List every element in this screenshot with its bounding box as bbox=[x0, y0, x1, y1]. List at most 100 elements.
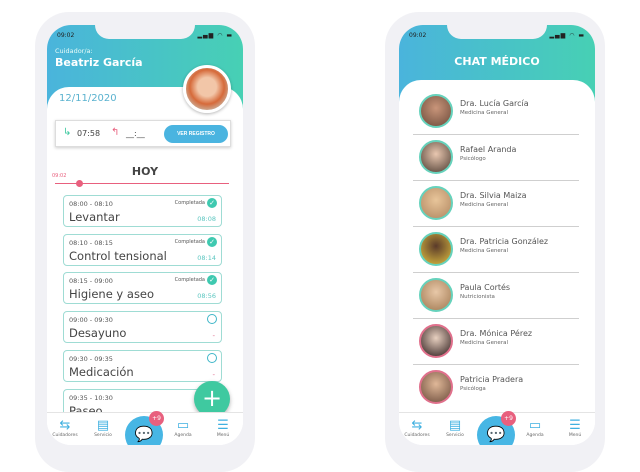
contact-role: Medicina General bbox=[460, 110, 508, 116]
nav-servicio[interactable]: ▤ Servicio bbox=[85, 418, 121, 439]
contact-item[interactable]: Dra. Patricia González Medicina General bbox=[413, 227, 579, 273]
clock-out-time: __:__ bbox=[126, 129, 145, 138]
swap-icon: ⇆ bbox=[411, 418, 423, 433]
menu-icon: ☰ bbox=[569, 418, 581, 433]
contact-name: Dra. Silvia Maiza bbox=[460, 191, 527, 200]
chat-screen: 09:02 ▂▄▆ ◠ ▬ CHAT MÉDICO Dra. Lucía Gar… bbox=[399, 25, 595, 445]
contact-role: Medicina General bbox=[460, 248, 508, 254]
contact-item[interactable]: Paula Cortés Nutricionista bbox=[413, 273, 579, 319]
page-title: CHAT MÉDICO bbox=[454, 55, 540, 68]
task-done-time: - bbox=[212, 371, 215, 379]
chat-badge: +9 bbox=[501, 411, 516, 426]
nav-label: Agenda bbox=[526, 433, 544, 438]
task-card[interactable]: 08:10 - 08:15 Control tensional Completada… bbox=[63, 234, 222, 266]
task-card[interactable]: 09:00 - 09:30 Desayuno - bbox=[63, 311, 222, 343]
chat-icon: 💬 bbox=[134, 425, 154, 443]
task-done-time: - bbox=[212, 332, 215, 340]
clock-out-icon: ↰ bbox=[111, 127, 120, 138]
contact-role: Psicólogo bbox=[460, 156, 486, 162]
swap-icon: ⇆ bbox=[59, 418, 71, 433]
calendar-icon: ▭ bbox=[176, 418, 190, 433]
check-icon[interactable]: ✓ bbox=[207, 275, 217, 285]
avatar bbox=[419, 186, 453, 220]
chat-badge: +9 bbox=[149, 411, 164, 426]
task-status: Completada bbox=[174, 200, 205, 206]
contact-name: Dra. Lucía García bbox=[460, 99, 529, 108]
task-card[interactable]: 08:00 - 08:10 Levantar Completada ✓ 08:08 bbox=[63, 195, 222, 227]
nav-label: Menú bbox=[216, 433, 230, 438]
now-time: 09:02 bbox=[52, 173, 67, 179]
ver-registro-button[interactable]: VER REGISTRO bbox=[164, 125, 228, 143]
task-card[interactable]: 09:30 - 09:35 Medicación - bbox=[63, 350, 222, 382]
timeline-marker[interactable] bbox=[76, 180, 83, 187]
task-status: Completada bbox=[174, 239, 205, 245]
caregiver-screen: 09:02 ▂▄▆ ◠ ▬ Cuidador/a: Beatriz García… bbox=[47, 25, 243, 445]
task-time: 09:00 - 09:30 bbox=[69, 316, 113, 324]
avatar[interactable] bbox=[183, 65, 231, 113]
nav-label: Menú bbox=[568, 433, 582, 438]
task-done-time: 08:14 bbox=[197, 254, 216, 262]
checkbox-icon[interactable] bbox=[207, 314, 217, 324]
task-time: 08:10 - 08:15 bbox=[69, 239, 113, 247]
nav-agenda[interactable]: ▭ Agenda bbox=[517, 419, 553, 439]
task-time: 08:00 - 08:10 bbox=[69, 200, 113, 208]
contact-item[interactable]: Dra. Silvia Maiza Medicina General bbox=[413, 181, 579, 227]
avatar bbox=[419, 370, 453, 404]
avatar bbox=[419, 324, 453, 358]
nav-cuidadores[interactable]: ⇆ Cuidadores bbox=[399, 418, 435, 439]
menu-icon: ☰ bbox=[217, 418, 229, 433]
nav-label: Servicio bbox=[446, 433, 464, 438]
nav-menu[interactable]: ☰ Menú bbox=[557, 418, 593, 439]
task-time: 09:30 - 09:35 bbox=[69, 355, 113, 363]
phone-caregiver: 09:02 ▂▄▆ ◠ ▬ Cuidador/a: Beatriz García… bbox=[35, 12, 255, 472]
check-icon[interactable]: ✓ bbox=[207, 237, 217, 247]
nav-menu[interactable]: ☰ Menú bbox=[205, 418, 241, 439]
status-time: 09:02 bbox=[409, 32, 427, 39]
check-icon[interactable]: ✓ bbox=[207, 198, 217, 208]
today-heading: HOY bbox=[131, 165, 159, 178]
task-status: Completada bbox=[174, 277, 205, 283]
contact-role: Medicina General bbox=[460, 202, 508, 208]
status-time: 09:02 bbox=[57, 32, 75, 39]
contact-name: Paula Cortés bbox=[460, 283, 511, 292]
date: 12/11/2020 bbox=[59, 93, 117, 104]
caregiver-label: Cuidador/a: bbox=[55, 47, 93, 55]
bottom-nav: ⇆ Cuidadores ▤ Servicio 💬 +9 ▭ Agenda ☰ Menú bbox=[399, 411, 595, 445]
notch bbox=[447, 25, 547, 39]
document-icon: ▤ bbox=[96, 418, 110, 433]
nav-label: Cuidadores bbox=[52, 433, 78, 438]
avatar bbox=[419, 140, 453, 174]
contact-item[interactable]: Dra. Mónica Pérez Medicina General bbox=[413, 319, 579, 365]
notch bbox=[95, 25, 195, 39]
status-icons: ▂▄▆ ◠ ▬ bbox=[197, 32, 233, 39]
document-icon: ▤ bbox=[448, 418, 462, 433]
task-done-time: 08:56 bbox=[197, 292, 216, 300]
nav-agenda[interactable]: ▭ Agenda bbox=[165, 418, 201, 439]
task-name: Medicación bbox=[69, 365, 134, 379]
task-name: Desayuno bbox=[69, 326, 127, 340]
task-done-time: 08:08 bbox=[197, 215, 216, 223]
task-time: 09:35 - 10:30 bbox=[69, 394, 113, 402]
task-name: Higiene y aseo bbox=[69, 287, 155, 301]
task-card[interactable]: 08:15 - 09:00 Higiene y aseo Completada ✓ 08… bbox=[63, 272, 222, 304]
avatar bbox=[419, 94, 453, 128]
contact-item[interactable]: Dra. Lucía García Medicina General bbox=[413, 89, 579, 135]
contact-name: Rafael Aranda bbox=[460, 145, 517, 154]
checkbox-icon[interactable] bbox=[207, 353, 217, 363]
timeline bbox=[55, 183, 229, 184]
task-time: 08:15 - 09:00 bbox=[69, 277, 113, 285]
nav-label: Cuidadores bbox=[404, 433, 430, 438]
nav-label: Servicio bbox=[94, 433, 112, 438]
nav-servicio[interactable]: ▤ Servicio bbox=[437, 418, 473, 439]
avatar bbox=[419, 278, 453, 312]
phone-chat: 09:02 ▂▄▆ ◠ ▬ CHAT MÉDICO Dra. Lucía Gar… bbox=[385, 12, 605, 472]
contact-item[interactable]: Patricia Pradera Psicóloga bbox=[413, 365, 579, 411]
nav-cuidadores[interactable]: ⇆ Cuidadores bbox=[47, 418, 83, 439]
contact-item[interactable]: Rafael Aranda Psicólogo bbox=[413, 135, 579, 181]
add-task-button[interactable]: + bbox=[194, 381, 230, 417]
contact-role: Psicóloga bbox=[460, 386, 486, 392]
contact-role: Medicina General bbox=[460, 340, 508, 346]
task-name: Control tensional bbox=[69, 249, 167, 263]
chat-icon: 💬 bbox=[486, 425, 506, 443]
avatar bbox=[419, 232, 453, 266]
